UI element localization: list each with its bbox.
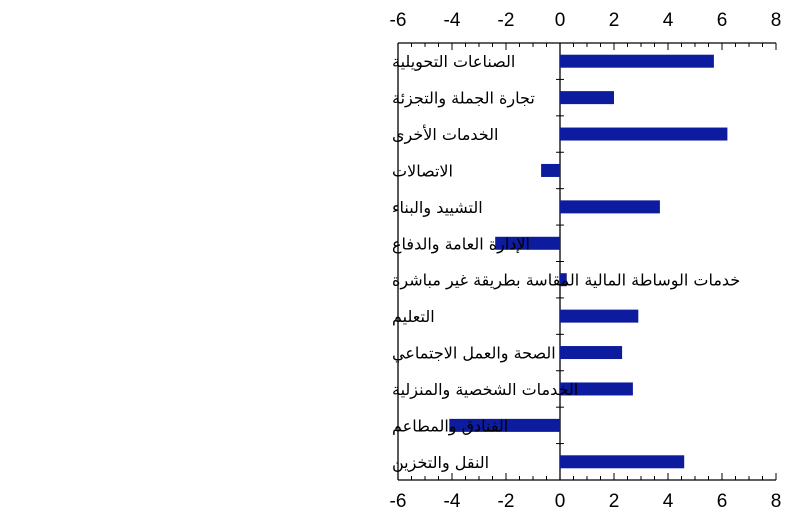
category-label: الصناعات التحويلية [392,52,515,72]
x-tick-label-bottom: 2 [609,491,620,512]
x-tick-label-top: -2 [498,10,515,31]
category-label: تجارة الجملة والتجزئة [392,89,535,109]
bar [560,200,660,214]
category-label: خدمات الوساطة المالية المقاسة بطريقة غير… [392,271,740,291]
tick-labels: -6 -6 -4 -4 -2 -2 0 0 2 2 4 4 6 6 8 8 [390,10,782,512]
category-labels: الصناعات التحويلية تجارة الجملة والتجزئة ا… [392,52,740,473]
category-label: الفنادق والمطاعم [392,416,508,436]
bar [541,163,560,177]
category-label: الإدارة العامة والدفاع [392,234,530,254]
x-tick-label-top: 6 [717,10,728,31]
x-tick-label-bottom: -4 [444,491,461,512]
bar [449,418,560,432]
bar [560,127,728,141]
x-tick-label-bottom: 4 [663,491,674,512]
bar [560,346,623,360]
x-tick-label-top: 0 [555,10,566,31]
bar [495,236,560,250]
category-label: الخدمات الأخرى [392,124,498,145]
bar [560,455,685,469]
x-tick-label-bottom: 0 [555,491,566,512]
x-tick-label-top: 8 [771,10,782,31]
x-tick-label-bottom: -2 [498,491,515,512]
x-tick-label-bottom: 6 [717,491,728,512]
bar [560,54,714,68]
x-tick-label-top: 4 [663,10,674,31]
x-tick-label-top: -6 [390,10,407,31]
category-label: التعليم [392,307,435,326]
x-tick-label-bottom: -6 [390,491,407,512]
category-label: الخدمات الشخصية والمنزلية [392,380,578,400]
x-tick-label-bottom: 8 [771,491,782,512]
category-label: الاتصالات [392,161,453,180]
bar [560,273,567,287]
x-tick-label-top: 2 [609,10,620,31]
bars [449,54,728,469]
bar [560,309,639,323]
bar [560,382,633,396]
category-label: النقل والتخزين [392,453,489,473]
category-label: الصحة والعمل الاجتماعي [392,344,556,364]
axes [397,42,777,481]
category-label: التشييد والبناء [392,198,483,218]
x-tick-label-top: -4 [444,10,461,31]
bar [560,91,614,105]
